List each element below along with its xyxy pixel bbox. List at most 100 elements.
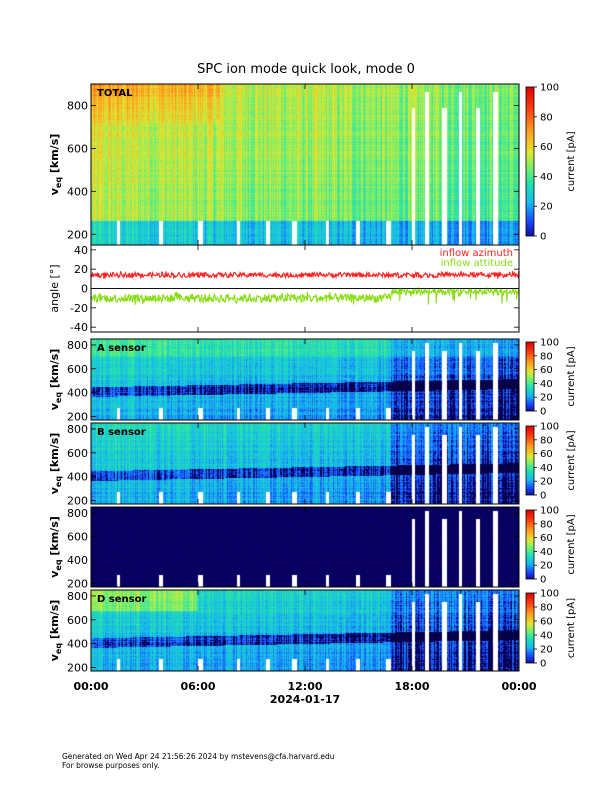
- colorbar-tick-5-5: 100: [540, 589, 559, 600]
- ytick-3-1: 400: [67, 471, 88, 484]
- ytick-5-0: 200: [67, 661, 88, 674]
- ytick-2-3: 800: [67, 339, 88, 352]
- legend-inflow-attitude: inflow attitude: [441, 258, 513, 269]
- colorbar-label-2: current [pA]: [566, 346, 577, 406]
- ylabel-2: veq [km/s]: [48, 349, 63, 411]
- ytick-3-0: 200: [67, 494, 88, 507]
- footer: Generated on Wed Apr 24 21:56:26 2024 by…: [62, 752, 334, 770]
- series-inflow-azimuth: [90, 270, 520, 280]
- ytick-0-0: 200: [67, 228, 88, 241]
- xtick-0: 00:00: [73, 680, 108, 693]
- colorbar-tick-4-3: 60: [540, 533, 553, 544]
- colorbar-tick-2-5: 100: [540, 338, 559, 349]
- colorbar-tick-4-5: 100: [540, 506, 559, 517]
- panel-label-TOTAL: TOTAL: [97, 88, 133, 99]
- series-inflow-attitude: [90, 286, 520, 305]
- spectrogram-A: [91, 339, 519, 420]
- colorbar-tick-0-0: 0: [540, 232, 546, 243]
- ytick-5-1: 400: [67, 638, 88, 651]
- colorbar-tick-4-0: 0: [540, 575, 546, 586]
- ytick-4-3: 800: [67, 507, 88, 520]
- colorbar-2: [525, 341, 535, 412]
- ytick-3-3: 800: [67, 423, 88, 436]
- ytick-1-1: -20: [70, 302, 88, 315]
- panel-label-D: D sensor: [97, 594, 146, 605]
- colorbar-tick-0-3: 60: [540, 142, 553, 153]
- footer-generated-line: Generated on Wed Apr 24 21:56:26 2024 by…: [62, 752, 335, 761]
- ytick-4-2: 600: [67, 530, 88, 543]
- colorbar-tick-2-4: 80: [540, 351, 553, 362]
- colorbar-tick-0-4: 80: [540, 112, 553, 123]
- colorbar-tick-3-4: 80: [540, 435, 553, 446]
- ytick-2-1: 400: [67, 387, 88, 400]
- ytick-3-2: 600: [67, 447, 88, 460]
- xtick-2: 12:00: [287, 680, 322, 693]
- colorbar-tick-5-2: 40: [540, 631, 553, 642]
- colorbar-tick-5-3: 60: [540, 617, 553, 628]
- ylabel-5: veq [km/s]: [48, 600, 63, 662]
- ytick-1-3: 20: [74, 263, 88, 276]
- ylabel-4: veq [km/s]: [48, 516, 63, 578]
- colorbar-4: [525, 509, 535, 580]
- spectrogram-TOTAL: [91, 84, 519, 245]
- colorbar-tick-5-4: 80: [540, 603, 553, 614]
- ytick-0-2: 600: [67, 142, 88, 155]
- colorbar-tick-4-1: 20: [540, 561, 553, 572]
- colorbar-tick-5-0: 0: [540, 659, 546, 670]
- colorbar-tick-0-2: 40: [540, 172, 553, 183]
- colorbar-tick-2-0: 0: [540, 407, 546, 418]
- colorbar-tick-3-1: 20: [540, 477, 553, 488]
- colorbar-3: [525, 425, 535, 496]
- spectrogram-C: [91, 507, 519, 587]
- colorbar-tick-4-2: 40: [540, 547, 553, 558]
- colorbar-tick-0-1: 20: [540, 202, 553, 213]
- panel-C: veq [km/s] 0 20 40 60 80 100 current [pA] 200 400…: [48, 506, 577, 591]
- footer-browse-note: For browse purposes only.: [62, 761, 160, 770]
- spectrogram-B: [91, 423, 519, 504]
- panel-label-B: B sensor: [97, 427, 146, 438]
- colorbar-tick-2-2: 40: [540, 379, 553, 390]
- ytick-4-1: 400: [67, 554, 88, 567]
- colorbar-label-5: current [pA]: [566, 598, 577, 658]
- page-title: SPC ion mode quick look, mode 0: [197, 62, 415, 77]
- colorbar-tick-3-5: 100: [540, 422, 559, 433]
- ytick-0-1: 400: [67, 185, 88, 198]
- ytick-1-4: 40: [74, 244, 88, 257]
- colorbar-5: [525, 592, 535, 664]
- colorbar-label-4: current [pA]: [566, 514, 577, 574]
- ytick-1-0: -40: [70, 321, 88, 334]
- xtick-4: 00:00: [501, 680, 536, 693]
- ytick-1-2: 0: [81, 283, 88, 296]
- spectrogram-D: [91, 590, 519, 671]
- colorbar-tick-2-1: 20: [540, 393, 553, 404]
- x-date-label: 2024-01-17: [270, 693, 340, 706]
- xtick-1: 06:00: [180, 680, 215, 693]
- colorbar-label-3: current [pA]: [566, 430, 577, 490]
- ylabel-3: veq [km/s]: [48, 433, 63, 495]
- legend-inflow-azimuth: inflow azimuth: [440, 248, 513, 259]
- colorbar-tick-0-5: 100: [540, 83, 559, 94]
- colorbar-0: [525, 86, 535, 237]
- colorbar-tick-3-3: 60: [540, 449, 553, 460]
- colorbar-tick-3-2: 40: [540, 463, 553, 474]
- colorbar-tick-2-3: 60: [540, 365, 553, 376]
- ylabel-angle: angle [°]: [48, 264, 61, 312]
- ytick-4-0: 200: [67, 577, 88, 590]
- ytick-5-2: 600: [67, 614, 88, 627]
- colorbar-tick-4-4: 80: [540, 519, 553, 530]
- ylabel-0: veq [km/s]: [48, 134, 63, 196]
- ytick-5-3: 800: [67, 590, 88, 603]
- panel-TOTAL: TOTAL veq [km/s] 0 20 40 60 80 100 current [pA] 2…: [48, 83, 577, 246]
- ytick-2-0: 200: [67, 410, 88, 423]
- ytick-0-3: 800: [67, 99, 88, 112]
- panel-B: B sensor veq [km/s] 0 20 40 60 80 100 current [p…: [48, 422, 577, 508]
- panel-label-A: A sensor: [97, 343, 146, 354]
- xtick-3: 18:00: [394, 680, 429, 693]
- ytick-2-2: 600: [67, 363, 88, 376]
- colorbar-tick-3-0: 0: [540, 491, 546, 502]
- colorbar-label-0: current [pA]: [566, 131, 577, 191]
- panel-A: A sensor veq [km/s] 0 20 40 60 80 100 current [p…: [48, 338, 577, 424]
- colorbar-tick-5-1: 20: [540, 645, 553, 656]
